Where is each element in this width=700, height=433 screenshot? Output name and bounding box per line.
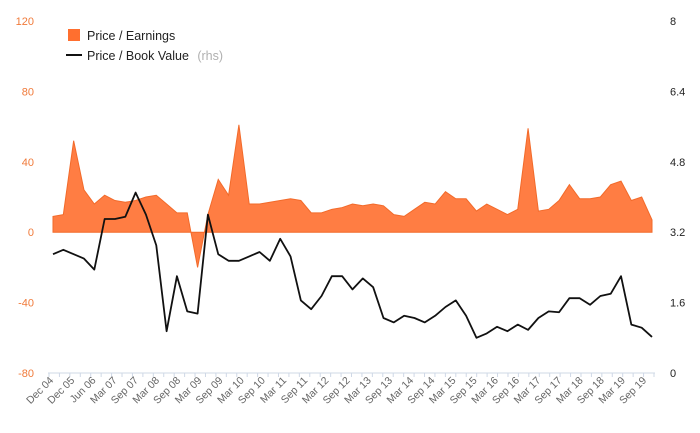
price-book-point (486, 332, 488, 334)
price-book-point (166, 330, 168, 332)
price-book-point (352, 288, 354, 290)
right-axis-tick-labels: 8 6.4 4.8 3.2 1.6 0 (670, 16, 685, 380)
legend-price-earnings-swatch (68, 29, 80, 41)
price-book-point (434, 315, 436, 317)
price-book-point (506, 330, 508, 332)
price-book-point (393, 321, 395, 323)
price-book-point (579, 297, 581, 299)
price-book-point (114, 218, 116, 220)
price-book-point (259, 251, 261, 253)
price-book-point (641, 327, 643, 329)
left-tick-label: 120 (16, 16, 34, 28)
price-book-point (238, 260, 240, 262)
price-book-point (186, 310, 188, 312)
price-book-point (589, 304, 591, 306)
price-earnings-area (52, 124, 653, 268)
price-book-point (145, 214, 147, 216)
price-book-point (382, 317, 384, 319)
x-tick-marks (48, 373, 655, 377)
price-book-point (52, 253, 54, 255)
price-book-point (93, 269, 95, 271)
price-book-point (403, 315, 405, 317)
price-book-point (331, 275, 333, 277)
price-book-point (444, 306, 446, 308)
price-book-point (517, 324, 519, 326)
legend-price-book-rhs-note: (rhs) (197, 49, 223, 63)
right-tick-label: 8 (670, 16, 676, 28)
price-book-point (73, 253, 75, 255)
price-book-point (620, 275, 622, 277)
price-book-point (290, 255, 292, 257)
price-book-point (496, 326, 498, 328)
price-book-line (52, 191, 653, 339)
price-book-point (300, 299, 302, 301)
price-book-point (558, 311, 560, 313)
price-book-point (135, 192, 137, 194)
left-tick-label: 80 (22, 86, 34, 98)
price-book-point (599, 295, 601, 297)
price-book-point (104, 218, 106, 220)
price-book-point (424, 321, 426, 323)
price-book-point (321, 295, 323, 297)
price-book-point (372, 286, 374, 288)
left-tick-label: 0 (28, 227, 34, 239)
price-book-point (279, 238, 281, 240)
price-book-point (310, 308, 312, 310)
left-tick-label: -80 (18, 368, 34, 380)
legend-price-earnings-label: Price / Earnings (87, 29, 175, 43)
price-book-point (155, 244, 157, 246)
price-book-point (568, 297, 570, 299)
price-book-point (527, 329, 529, 331)
price-book-point (207, 214, 209, 216)
right-tick-label: 0 (670, 368, 676, 380)
right-tick-label: 6.4 (670, 86, 685, 98)
price-book-point (124, 216, 126, 218)
legend-price-book-text: Price / Book Value (rhs) (87, 47, 223, 64)
price-book-point (548, 310, 550, 312)
price-book-point (176, 275, 178, 277)
price-book-point (269, 260, 271, 262)
price-book-point (610, 293, 612, 295)
price-book-point (475, 337, 477, 339)
legend-price-book-label: Price / Book Value (87, 49, 189, 63)
price-book-point (341, 275, 343, 277)
left-tick-label: 40 (22, 157, 34, 169)
price-book-point (83, 258, 85, 260)
price-book-point (197, 313, 199, 315)
left-tick-label: -40 (18, 298, 34, 310)
right-tick-label: 1.6 (670, 298, 685, 310)
price-book-point (413, 317, 415, 319)
price-book-point (537, 317, 539, 319)
right-tick-label: 3.2 (670, 227, 685, 239)
price-book-point (217, 253, 219, 255)
price-book-point (455, 299, 457, 301)
legend: Price / Earnings Price / Book Value (rhs… (66, 29, 223, 64)
price-book-point (465, 315, 467, 317)
price-book-point (62, 249, 64, 251)
price-book-point (651, 336, 653, 338)
price-book-point (630, 324, 632, 326)
right-tick-label: 4.8 (670, 157, 685, 169)
left-axis-tick-labels: 120 80 40 0 -40 -80 (16, 16, 34, 380)
price-book-point (362, 277, 364, 279)
price-book-point (248, 255, 250, 257)
price-book-point (228, 260, 230, 262)
